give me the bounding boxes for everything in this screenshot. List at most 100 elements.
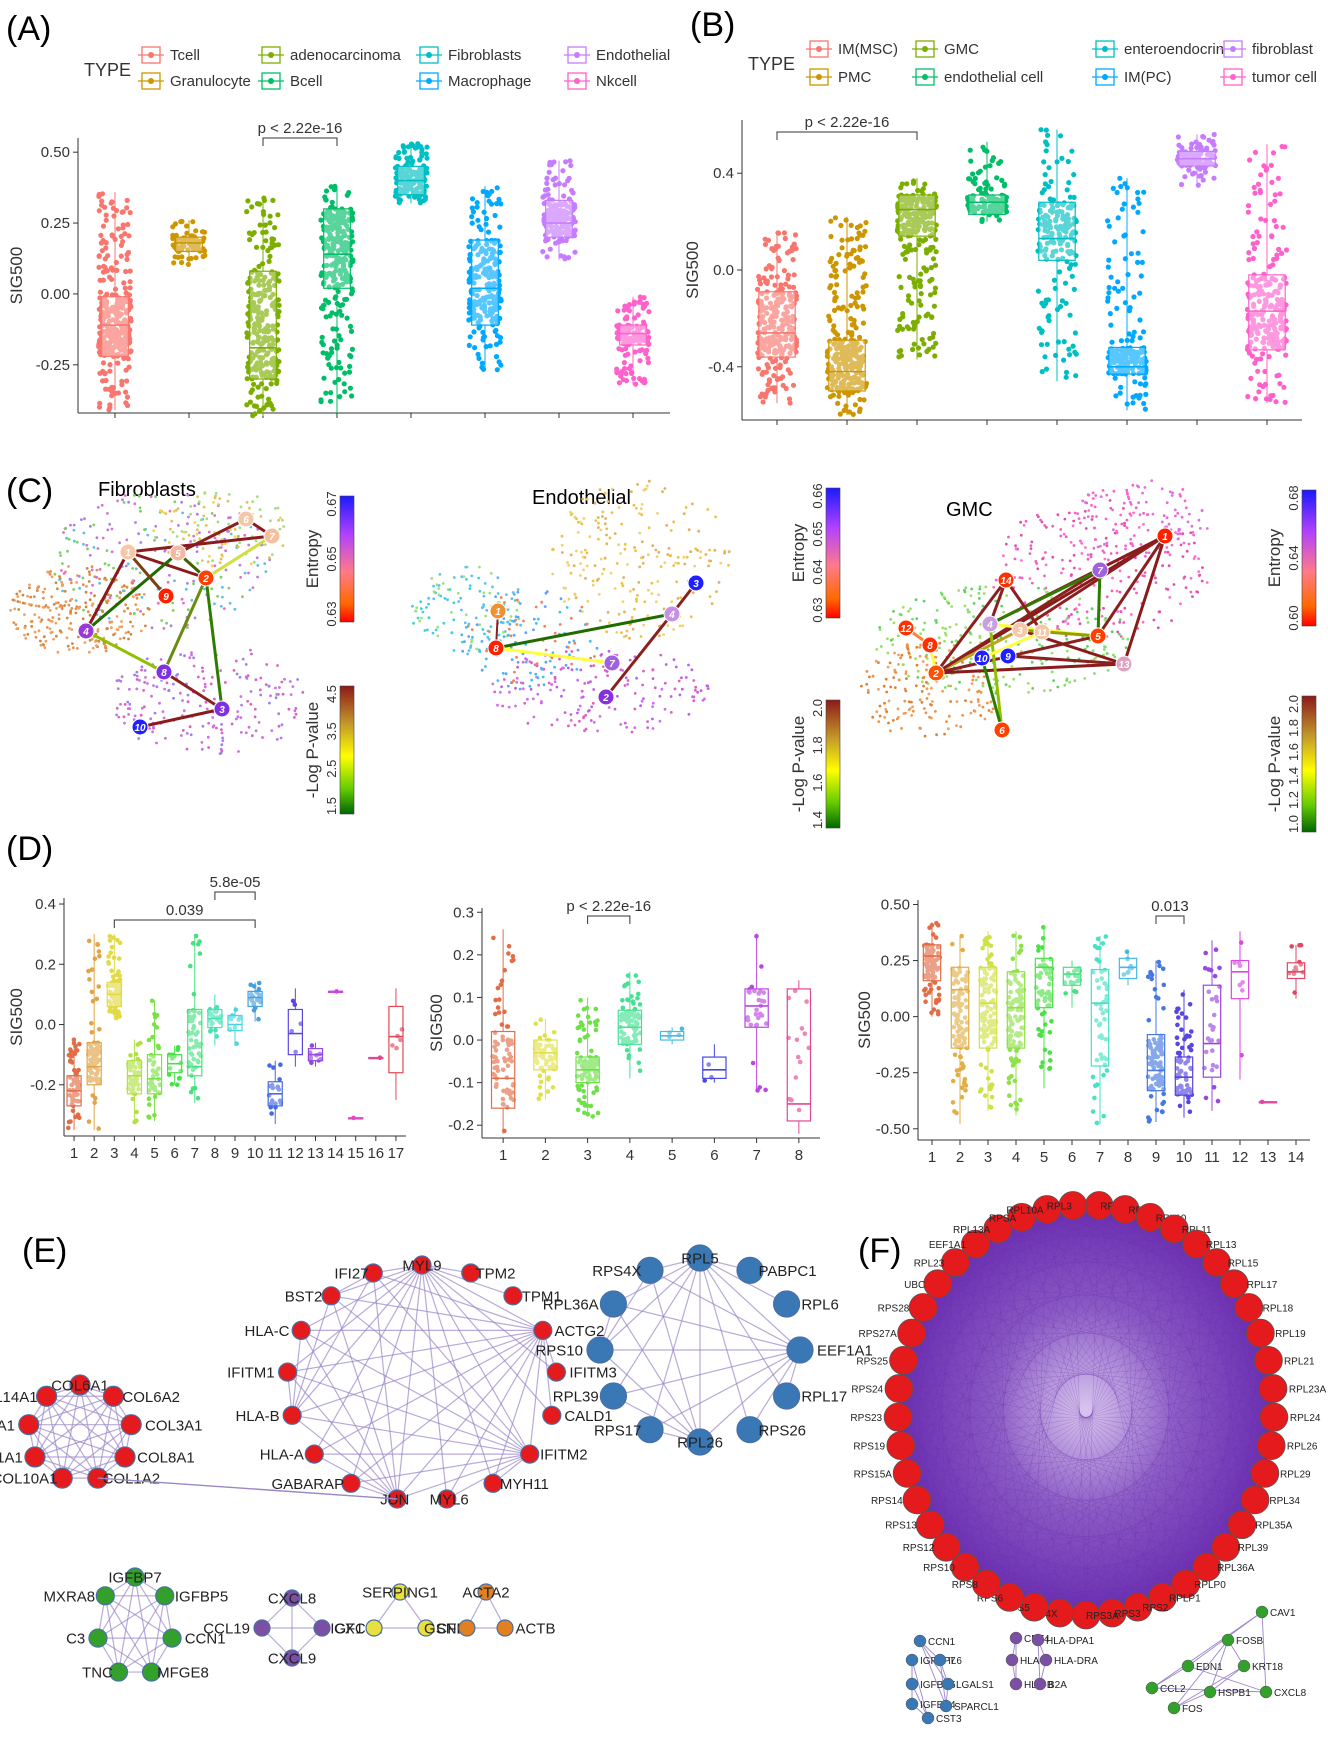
cell-point bbox=[467, 635, 470, 638]
cell-point bbox=[417, 617, 420, 620]
cell-point bbox=[218, 497, 221, 500]
cell-point bbox=[655, 600, 658, 603]
cell-point bbox=[599, 619, 602, 622]
cell-point bbox=[493, 691, 496, 694]
cell-point bbox=[597, 526, 600, 529]
cell-point bbox=[163, 717, 166, 720]
data-point bbox=[619, 369, 624, 374]
data-point bbox=[493, 213, 498, 218]
cell-point bbox=[256, 556, 259, 559]
cell-point bbox=[121, 675, 124, 678]
cell-point bbox=[275, 696, 278, 699]
cell-point bbox=[452, 601, 455, 604]
cell-point bbox=[579, 669, 582, 672]
data-point bbox=[564, 238, 569, 243]
cell-point bbox=[93, 546, 96, 549]
state-node-label: 1 bbox=[495, 607, 501, 618]
cell-point bbox=[234, 608, 237, 611]
cell-point bbox=[214, 495, 217, 498]
cell-point bbox=[623, 635, 626, 638]
cell-point bbox=[643, 489, 646, 492]
cell-point bbox=[138, 495, 141, 498]
cell-point bbox=[665, 663, 668, 666]
cell-point bbox=[491, 586, 494, 589]
cell-point bbox=[279, 517, 282, 520]
cell-point bbox=[580, 551, 583, 554]
data-point bbox=[898, 285, 903, 290]
cell-point bbox=[117, 628, 120, 631]
cell-point bbox=[162, 710, 165, 713]
cell-point bbox=[135, 688, 138, 691]
data-point bbox=[904, 181, 909, 186]
data-point bbox=[766, 365, 771, 370]
cell-point bbox=[68, 538, 71, 541]
data-point bbox=[495, 185, 500, 190]
data-point bbox=[1106, 290, 1111, 295]
data-point bbox=[125, 198, 130, 203]
data-point bbox=[622, 304, 627, 309]
legend-item-IM(MSC): IM(MSC) bbox=[806, 41, 898, 58]
state-node-label: 7 bbox=[269, 532, 275, 543]
cell-point bbox=[579, 609, 582, 612]
panel-a-legend: TcellGranulocyteadenocarcinomaBcellFibro… bbox=[138, 47, 670, 90]
cell-point bbox=[152, 727, 155, 730]
cell-point bbox=[136, 597, 139, 600]
data-point bbox=[848, 303, 853, 308]
cell-point bbox=[163, 627, 166, 630]
data-point bbox=[782, 230, 787, 235]
cell-point bbox=[626, 683, 629, 686]
cell-point bbox=[689, 550, 692, 553]
cell-point bbox=[24, 637, 27, 640]
data-point bbox=[128, 269, 133, 274]
cell-point bbox=[211, 559, 214, 562]
cell-point bbox=[579, 574, 582, 577]
cell-point bbox=[597, 538, 600, 541]
cell-point bbox=[484, 615, 487, 618]
cell-point bbox=[540, 668, 543, 671]
box-iqr bbox=[899, 195, 935, 236]
data-point bbox=[758, 394, 763, 399]
panel-a-pvalue-bracket bbox=[263, 138, 337, 146]
data-point bbox=[254, 245, 259, 250]
cell-point bbox=[133, 674, 136, 677]
cell-point bbox=[529, 685, 532, 688]
cell-point bbox=[105, 579, 108, 582]
cell-point bbox=[236, 710, 239, 713]
cell-point bbox=[91, 584, 94, 587]
cell-point bbox=[163, 688, 166, 691]
cell-point bbox=[220, 723, 223, 726]
data-point bbox=[332, 338, 337, 343]
cell-point bbox=[58, 575, 61, 578]
cell-point bbox=[82, 577, 85, 580]
cell-point bbox=[169, 528, 172, 531]
cell-point bbox=[646, 614, 649, 617]
data-point bbox=[257, 202, 262, 207]
cell-point bbox=[691, 503, 694, 506]
data-point bbox=[349, 291, 354, 296]
cell-point bbox=[574, 593, 577, 596]
cell-point bbox=[283, 678, 286, 681]
box-fibroblast bbox=[1175, 132, 1218, 188]
data-point bbox=[984, 179, 989, 184]
cell-point bbox=[237, 750, 240, 753]
cell-point bbox=[471, 628, 474, 631]
cell-point bbox=[648, 526, 651, 529]
cell-point bbox=[219, 669, 222, 672]
cell-point bbox=[207, 560, 210, 563]
cell-point bbox=[668, 547, 671, 550]
cell-point bbox=[220, 546, 223, 549]
data-point bbox=[638, 294, 643, 299]
cell-point bbox=[139, 610, 142, 613]
cell-point bbox=[646, 485, 649, 488]
data-point bbox=[483, 222, 488, 227]
data-point bbox=[853, 402, 858, 407]
data-point bbox=[834, 282, 839, 287]
legend-label: Fibroblasts bbox=[448, 47, 521, 64]
data-point bbox=[115, 361, 120, 366]
data-point bbox=[623, 371, 628, 376]
cell-point bbox=[139, 506, 142, 509]
cell-point bbox=[241, 595, 244, 598]
data-point bbox=[912, 280, 917, 285]
cell-point bbox=[64, 590, 67, 593]
data-point bbox=[861, 321, 866, 326]
